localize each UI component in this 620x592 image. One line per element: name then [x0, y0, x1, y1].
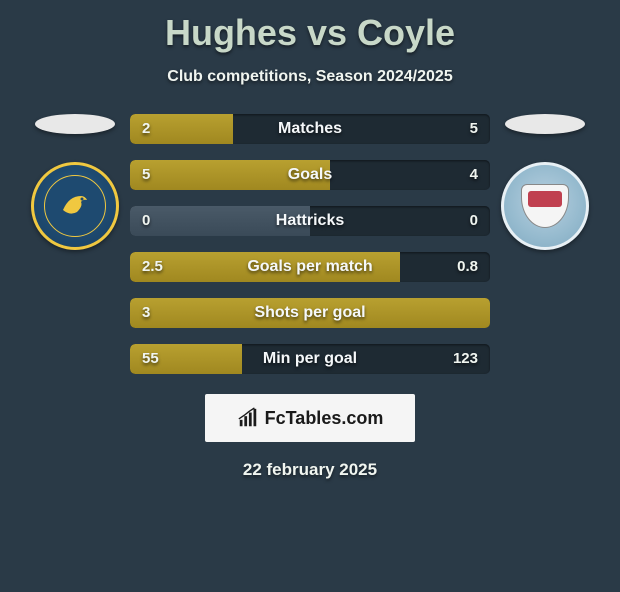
stat-bar-label: Goals	[288, 160, 332, 190]
stat-bar-right-value: 0	[470, 206, 478, 236]
stat-bar-label: Shots per goal	[254, 298, 365, 328]
left-club-crest	[31, 162, 119, 250]
stat-bar-left-value: 55	[142, 344, 159, 374]
content-area: 2Matches55Goals40Hattricks02.5Goals per …	[0, 114, 620, 374]
shield-icon	[521, 184, 569, 228]
stat-bar-left-value: 3	[142, 298, 150, 328]
subtitle: Club competitions, Season 2024/2025	[0, 68, 620, 86]
stat-bar-row: 0 Hattricks 0	[130, 206, 490, 236]
stat-bar-label: Goals per match	[247, 252, 372, 282]
page-title: Hughes vs Coyle	[0, 12, 620, 54]
stat-bar-row: 5 Goals 4	[130, 160, 490, 190]
stat-bar-row: 2.5 Goals per match 0.8	[130, 252, 490, 282]
chart-icon	[237, 407, 259, 429]
stat-bar-right-value: 4	[470, 160, 478, 190]
stat-bar-left-value: 0	[142, 206, 150, 236]
stat-bar-left-value: 5	[142, 160, 150, 190]
stat-bar-label: Min per goal	[263, 344, 357, 374]
stat-bar-right-value: 123	[453, 344, 478, 374]
left-side	[20, 114, 130, 250]
stat-bars: 2Matches55Goals40Hattricks02.5Goals per …	[130, 114, 490, 374]
stat-bar-left-value: 2.5	[142, 252, 163, 282]
stat-bar-row: 2 Matches 5	[130, 114, 490, 144]
stat-bar-label: Matches	[278, 114, 342, 144]
stat-bar-right-value: 0.8	[457, 252, 478, 282]
stat-bar-label: Hattricks	[276, 206, 344, 236]
stat-bar-left-value: 2	[142, 114, 150, 144]
bird-icon	[55, 184, 95, 224]
stat-bar-row: 3 Shots per goal	[130, 298, 490, 328]
left-player-ellipse	[35, 114, 115, 134]
right-player-ellipse	[505, 114, 585, 134]
brand-text: FcTables.com	[265, 408, 384, 429]
stat-bar-row: 55 Min per goal 123	[130, 344, 490, 374]
date-label: 22 february 2025	[0, 460, 620, 480]
right-club-crest	[501, 162, 589, 250]
brand-badge[interactable]: FcTables.com	[205, 394, 415, 442]
right-side	[490, 114, 600, 250]
stat-bar-right-value: 5	[470, 114, 478, 144]
